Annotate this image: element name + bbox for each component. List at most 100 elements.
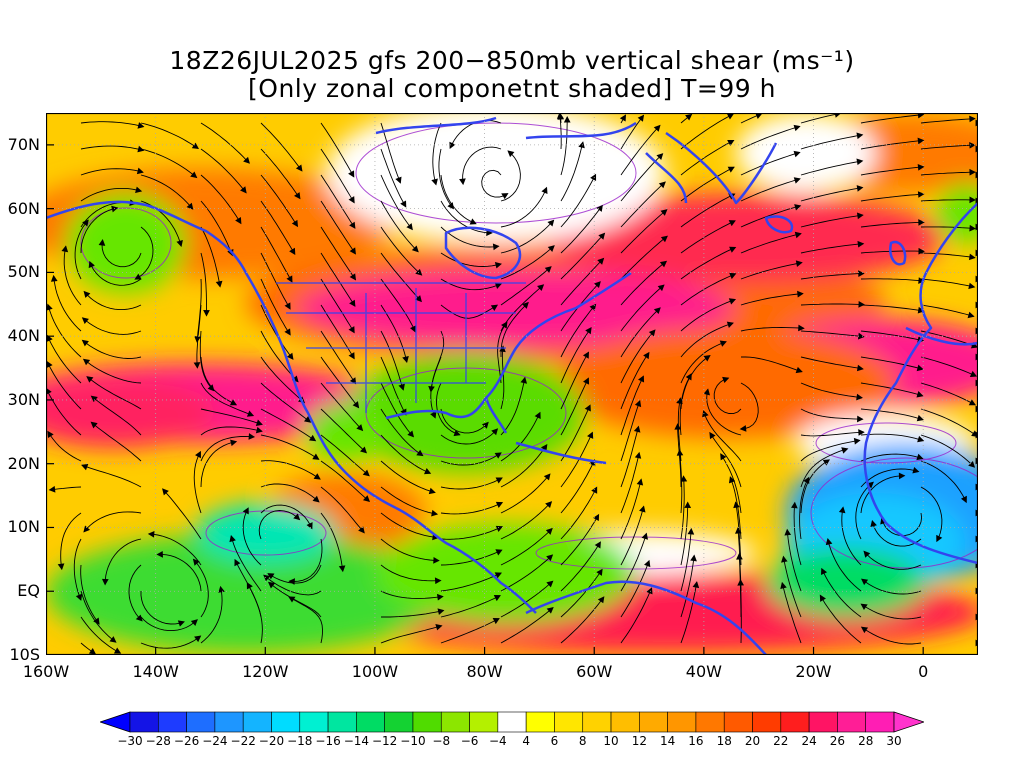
streamline	[680, 273, 736, 306]
streamline	[680, 140, 734, 176]
streamline	[500, 187, 548, 228]
streamline	[920, 460, 967, 503]
streamline	[267, 564, 322, 584]
streamline-arrow	[590, 173, 597, 181]
colorbar-label: −6	[460, 734, 479, 748]
streamline-arrow	[113, 647, 122, 654]
streamline	[320, 382, 363, 431]
streamline-arrow	[360, 446, 367, 454]
streamline	[320, 408, 367, 454]
streamline	[680, 220, 736, 254]
streamline-arrow	[313, 473, 321, 480]
streamline	[860, 433, 924, 442]
streamline	[83, 358, 142, 384]
streamline-arrow	[194, 635, 202, 643]
streamline-arrow	[286, 275, 293, 283]
streamline	[440, 252, 502, 267]
streamline	[860, 166, 924, 176]
streamline-arrow	[82, 219, 89, 227]
streamline	[560, 378, 589, 436]
streamline	[46, 335, 82, 384]
streamline-arrow	[659, 260, 668, 268]
colorbar-swatch	[808, 711, 838, 733]
streamline	[560, 596, 605, 644]
streamline-arrow	[415, 295, 422, 303]
streamline	[680, 322, 734, 358]
streamline	[560, 205, 603, 254]
streamline	[320, 148, 355, 203]
colorbar-label: 26	[829, 734, 846, 748]
streamline	[800, 408, 863, 420]
streamline	[162, 488, 202, 540]
streamline	[800, 214, 863, 228]
streamline	[380, 148, 407, 208]
streamline-arrow	[641, 532, 648, 540]
streamline	[620, 479, 642, 540]
streamline-arrow	[676, 449, 684, 456]
streamline	[703, 410, 742, 462]
streamline	[620, 400, 641, 462]
lat-label-30n: 30N	[7, 389, 40, 409]
streamline-arrow	[594, 281, 601, 289]
streamline-arrow	[853, 437, 861, 445]
streamline-arrow	[289, 247, 296, 256]
colorbar-label: 28	[858, 734, 874, 748]
streamline	[200, 122, 250, 164]
streamline	[861, 603, 922, 620]
streamline	[497, 321, 508, 384]
streamline-arrow	[736, 553, 743, 560]
streamline-arrow	[597, 596, 605, 604]
streamline	[260, 174, 298, 227]
streamline-arrow	[81, 463, 89, 471]
map-frame	[46, 113, 978, 655]
streamline-arrow	[726, 321, 734, 328]
streamline	[560, 459, 596, 514]
streamline-arrow	[495, 477, 503, 484]
streamline-arrow	[291, 219, 299, 228]
streamline	[260, 382, 311, 423]
streamline	[861, 626, 922, 645]
streamline-arrow	[692, 581, 700, 589]
streamline	[193, 451, 202, 514]
lat-label-40n: 40N	[7, 326, 40, 346]
streamline-arrow	[537, 284, 545, 292]
streamline-arrow	[594, 541, 601, 549]
streamline-arrow	[703, 355, 711, 362]
streamline	[60, 512, 82, 570]
streamline-arrow	[546, 580, 554, 588]
streamline-arrow	[147, 530, 155, 538]
streamline	[80, 145, 144, 151]
streamline	[242, 507, 262, 566]
streamline	[380, 460, 436, 493]
streamline-arrow	[101, 578, 109, 586]
streamline-arrow	[727, 166, 735, 173]
streamline	[440, 200, 492, 234]
streamline	[559, 113, 562, 150]
streamline	[800, 243, 864, 254]
streamline-arrow	[729, 246, 737, 253]
streamline	[799, 477, 810, 540]
streamline	[800, 382, 863, 399]
colorbar-swatch	[639, 711, 668, 733]
streamline	[440, 572, 502, 592]
streamline-arrow	[294, 192, 301, 200]
streamline	[80, 616, 121, 654]
streamline-arrow	[540, 444, 548, 452]
streamline	[800, 448, 848, 488]
streamline-arrow	[793, 150, 801, 158]
streamline	[380, 434, 431, 474]
streamline-arrow	[135, 614, 143, 622]
streamline-arrow	[349, 247, 356, 255]
colorbar-swatch	[271, 711, 301, 733]
streamline-arrow	[195, 450, 201, 459]
streamline-arrow	[284, 302, 291, 310]
lat-label-50n: 50N	[7, 262, 40, 282]
streamline	[320, 200, 356, 255]
streamline-arrow	[75, 593, 83, 601]
streamline-arrow	[657, 284, 665, 292]
lat-label-10n: 10N	[7, 517, 40, 537]
streamline-arrow	[794, 204, 802, 211]
streamline	[200, 408, 263, 425]
streamline	[560, 233, 605, 280]
streamline	[200, 426, 263, 436]
